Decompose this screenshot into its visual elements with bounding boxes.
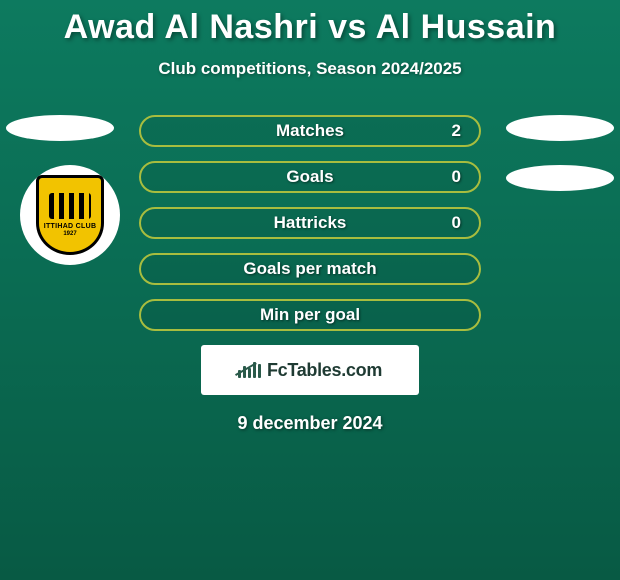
placeholder-avatar-right-1	[506, 115, 614, 141]
club-badge: ITTIHAD CLUB 1927	[20, 165, 120, 265]
stats-area: ITTIHAD CLUB 1927 Matches 2 Goals 0 Hatt…	[0, 115, 620, 434]
club-badge-stripes-icon	[49, 193, 91, 219]
placeholder-avatar-left	[6, 115, 114, 141]
stat-label: Matches	[276, 121, 344, 141]
widget-container: Awad Al Nashri vs Al Hussain Club compet…	[0, 0, 620, 434]
page-title: Awad Al Nashri vs Al Hussain	[0, 8, 620, 47]
stat-label: Min per goal	[260, 305, 360, 325]
brand-text: FcTables.com	[267, 360, 382, 381]
club-badge-name: ITTIHAD CLUB	[44, 223, 97, 230]
footer-date: 9 december 2024	[0, 413, 620, 434]
club-badge-shield: ITTIHAD CLUB 1927	[36, 175, 104, 255]
stat-label: Hattricks	[274, 213, 347, 233]
stat-value: 0	[452, 213, 461, 233]
stat-row-goals: Goals 0	[139, 161, 481, 193]
stat-row-matches: Matches 2	[139, 115, 481, 147]
club-badge-year: 1927	[63, 231, 76, 237]
page-subtitle: Club competitions, Season 2024/2025	[0, 59, 620, 79]
stat-row-hattricks: Hattricks 0	[139, 207, 481, 239]
placeholder-avatar-right-2	[506, 165, 614, 191]
stat-rows: Matches 2 Goals 0 Hattricks 0 Goals per …	[139, 115, 481, 331]
stat-label: Goals per match	[243, 259, 376, 279]
brand-box[interactable]: FcTables.com	[201, 345, 419, 395]
stat-row-goals-per-match: Goals per match	[139, 253, 481, 285]
stat-row-min-per-goal: Min per goal	[139, 299, 481, 331]
brand-chart-icon	[238, 362, 261, 378]
stat-value: 0	[452, 167, 461, 187]
stat-label: Goals	[286, 167, 333, 187]
stat-value: 2	[452, 121, 461, 141]
